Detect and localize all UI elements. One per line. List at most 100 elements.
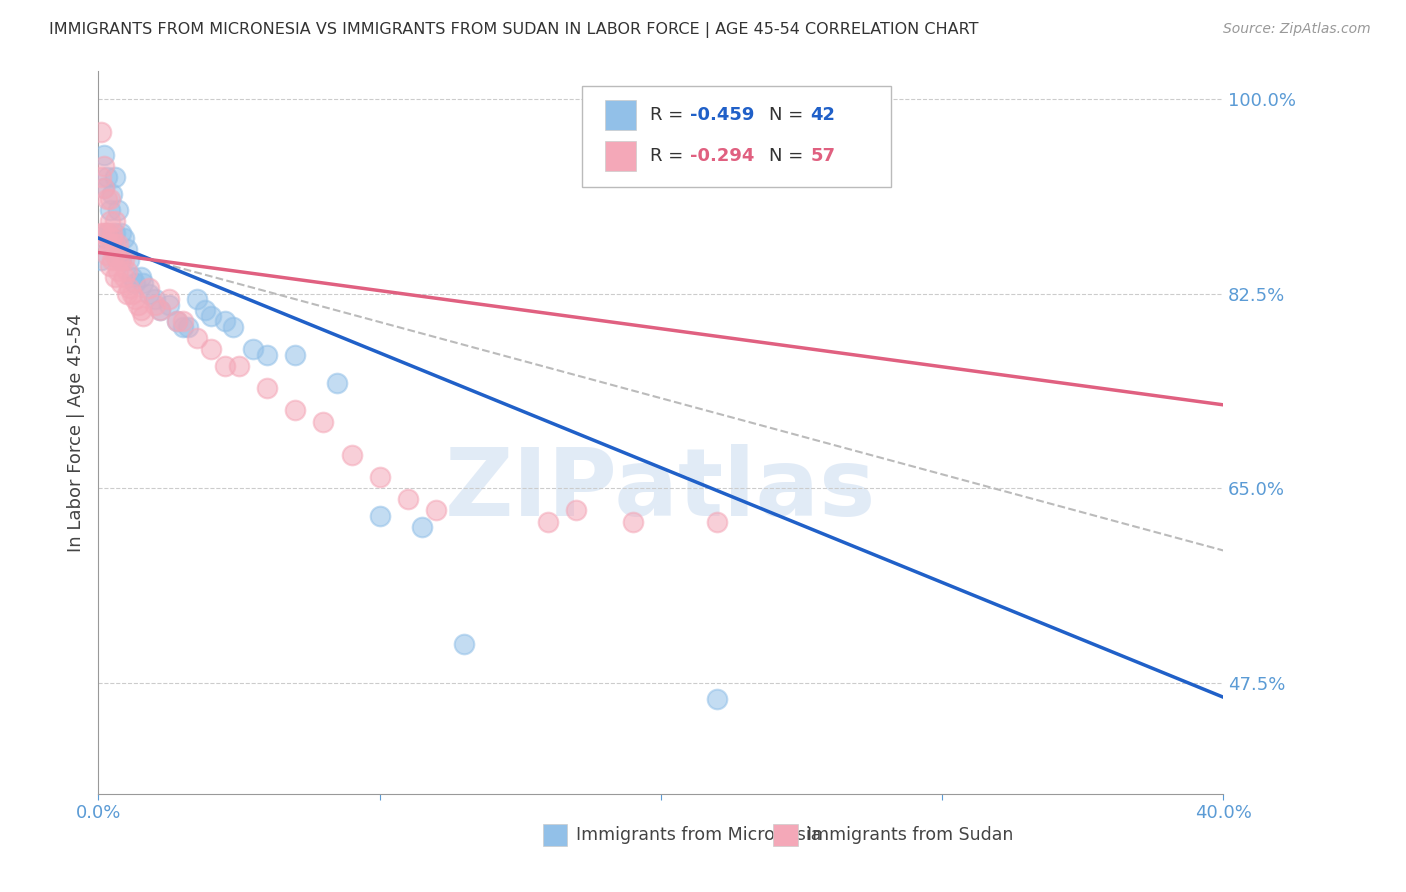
Point	[101, 236, 124, 251]
Point	[101, 231, 124, 245]
Point	[368, 470, 391, 484]
Point	[104, 248, 127, 262]
Point	[90, 169, 112, 184]
Point	[96, 169, 118, 184]
Text: N =: N =	[769, 106, 808, 124]
Point	[166, 314, 188, 328]
Point	[124, 292, 146, 306]
Point	[312, 415, 335, 429]
Point	[129, 270, 152, 285]
Point	[565, 503, 588, 517]
Point	[222, 320, 245, 334]
Point	[101, 253, 124, 268]
Point	[110, 276, 132, 290]
Point	[256, 381, 278, 395]
Point	[242, 343, 264, 357]
Point	[132, 309, 155, 323]
Point	[194, 303, 217, 318]
Point	[200, 343, 222, 357]
FancyBboxPatch shape	[582, 86, 891, 187]
Point	[101, 226, 124, 240]
Point	[98, 236, 121, 251]
Text: R =: R =	[650, 147, 689, 165]
Point	[104, 226, 127, 240]
Bar	[543, 824, 568, 846]
Point	[98, 259, 121, 273]
Point	[98, 192, 121, 206]
Text: Immigrants from Micronesia: Immigrants from Micronesia	[576, 826, 823, 844]
Point	[98, 214, 121, 228]
Point	[172, 314, 194, 328]
Text: IMMIGRANTS FROM MICRONESIA VS IMMIGRANTS FROM SUDAN IN LABOR FORCE | AGE 45-54 C: IMMIGRANTS FROM MICRONESIA VS IMMIGRANTS…	[49, 22, 979, 38]
Point	[115, 242, 138, 256]
Point	[107, 203, 129, 218]
Point	[104, 169, 127, 184]
Text: 42: 42	[810, 106, 835, 124]
Point	[110, 226, 132, 240]
Point	[93, 159, 115, 173]
Point	[284, 348, 307, 362]
Point	[107, 236, 129, 251]
Point	[340, 448, 363, 462]
Point	[118, 281, 141, 295]
Point	[706, 515, 728, 529]
Point	[101, 186, 124, 201]
Text: ZIPatlas: ZIPatlas	[446, 444, 876, 536]
Point	[104, 236, 127, 251]
Text: Immigrants from Sudan: Immigrants from Sudan	[807, 826, 1014, 844]
Point	[124, 276, 146, 290]
Point	[96, 236, 118, 251]
Text: -0.459: -0.459	[690, 106, 755, 124]
Point	[93, 181, 115, 195]
Point	[112, 231, 135, 245]
Point	[110, 253, 132, 268]
Text: 57: 57	[810, 147, 835, 165]
Y-axis label: In Labor Force | Age 45-54: In Labor Force | Age 45-54	[66, 313, 84, 552]
Point	[214, 359, 236, 373]
Text: N =: N =	[769, 147, 808, 165]
Point	[93, 226, 115, 240]
Point	[143, 298, 166, 312]
Text: Source: ZipAtlas.com: Source: ZipAtlas.com	[1223, 22, 1371, 37]
Point	[98, 203, 121, 218]
Point	[177, 320, 200, 334]
Point	[93, 147, 115, 161]
Point	[284, 403, 307, 417]
Point	[115, 286, 138, 301]
Bar	[605, 100, 636, 130]
Point	[90, 231, 112, 245]
Point	[104, 270, 127, 285]
Point	[149, 303, 172, 318]
Point	[186, 292, 208, 306]
Point	[96, 226, 118, 240]
Point	[326, 376, 349, 390]
Point	[96, 192, 118, 206]
Bar	[605, 141, 636, 171]
Text: R =: R =	[650, 106, 689, 124]
Point	[96, 248, 118, 262]
Bar	[773, 824, 799, 846]
Point	[186, 331, 208, 345]
Point	[115, 264, 138, 278]
Point	[138, 281, 160, 295]
Point	[112, 253, 135, 268]
Point	[411, 520, 433, 534]
Point	[425, 503, 447, 517]
Point	[121, 286, 143, 301]
Point	[157, 292, 180, 306]
Point	[90, 126, 112, 140]
Point	[96, 226, 118, 240]
Point	[621, 515, 644, 529]
Point	[107, 253, 129, 268]
Point	[396, 492, 419, 507]
Point	[537, 515, 560, 529]
Point	[706, 692, 728, 706]
Point	[90, 253, 112, 268]
Point	[149, 303, 172, 318]
Point	[453, 637, 475, 651]
Point	[138, 286, 160, 301]
Point	[172, 320, 194, 334]
Point	[93, 181, 115, 195]
Point	[214, 314, 236, 328]
Point	[127, 298, 149, 312]
